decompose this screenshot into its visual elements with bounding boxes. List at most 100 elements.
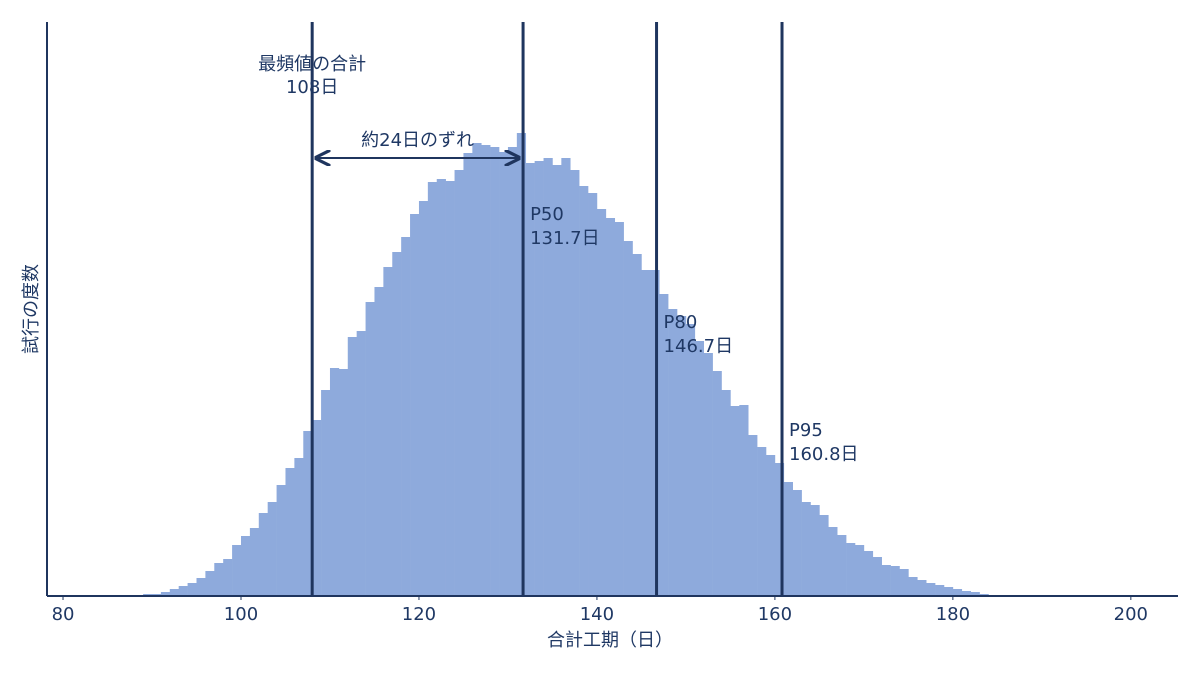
bar: [783, 482, 793, 596]
bar: [481, 145, 491, 596]
bar: [757, 447, 767, 596]
bar: [418, 201, 429, 596]
bar: [890, 566, 900, 596]
bar: [846, 543, 856, 596]
bar: [392, 252, 402, 596]
bar: [427, 182, 438, 596]
bar: [819, 515, 829, 596]
bar: [285, 468, 295, 596]
bar: [908, 577, 918, 596]
marker-label: 131.7日: [530, 228, 600, 249]
bar: [294, 458, 304, 596]
bar: [534, 161, 544, 596]
bar: [507, 147, 518, 596]
bar: [668, 309, 678, 596]
x-tick-label: 80: [52, 604, 75, 625]
bar: [187, 583, 197, 596]
bar: [774, 463, 785, 596]
bar: [810, 505, 820, 596]
bar: [739, 405, 749, 596]
bar: [935, 585, 945, 596]
bar: [961, 591, 971, 596]
bar: [338, 369, 349, 596]
bar: [312, 420, 322, 596]
bar: [232, 545, 242, 596]
bar: [436, 179, 446, 596]
bar: [872, 557, 882, 596]
bar: [730, 406, 740, 596]
bar: [356, 331, 366, 596]
bar: [543, 158, 553, 596]
bar: [588, 193, 598, 596]
bar: [472, 143, 482, 596]
x-tick-label: 160: [758, 604, 792, 625]
bar: [160, 592, 171, 596]
bar: [267, 502, 277, 596]
bar: [178, 586, 188, 596]
bar: [837, 535, 847, 596]
bar: [881, 565, 891, 596]
bar: [605, 218, 616, 596]
bar: [685, 324, 696, 596]
x-tick-label: 140: [580, 604, 614, 625]
bar: [445, 181, 455, 596]
bar: [223, 559, 233, 596]
bar: [721, 390, 731, 596]
bar: [677, 316, 687, 596]
bar: [765, 455, 776, 596]
bar: [926, 583, 936, 596]
x-axis-label: 合計工期（日）: [547, 630, 673, 651]
marker-label: 146.7日: [664, 336, 734, 357]
x-tick-label: 100: [224, 604, 258, 625]
bar: [801, 502, 811, 596]
x-tick-label: 180: [936, 604, 970, 625]
bar: [570, 170, 580, 596]
bar: [374, 287, 384, 596]
bar: [454, 170, 464, 596]
bar: [561, 158, 571, 596]
bar: [525, 163, 535, 596]
bar: [792, 490, 802, 596]
bar: [258, 513, 268, 596]
bar: [748, 435, 758, 596]
x-tick-label: 120: [402, 604, 436, 625]
bar: [365, 302, 375, 596]
bar: [596, 209, 607, 596]
bar: [205, 571, 215, 596]
bar: [169, 589, 179, 596]
bar: [516, 133, 527, 596]
marker-label: 108日: [286, 77, 338, 98]
marker-label: P80: [664, 312, 698, 333]
bar: [650, 270, 660, 596]
bar: [632, 254, 642, 596]
bar: [401, 237, 411, 596]
bar: [579, 186, 589, 596]
bar: [276, 485, 286, 596]
bar: [970, 592, 980, 596]
bar: [863, 551, 874, 596]
bar: [623, 241, 633, 596]
bar: [347, 337, 357, 596]
bar: [196, 578, 206, 596]
bar: [552, 165, 562, 596]
marker-label: 最頻値の合計: [258, 54, 366, 75]
bar: [214, 563, 224, 596]
bar: [854, 545, 865, 596]
bar: [952, 589, 963, 596]
bar: [410, 214, 420, 596]
x-tick-label: 200: [1114, 604, 1148, 625]
marker-label: P50: [530, 204, 564, 225]
bar: [463, 153, 473, 596]
marker-label: P95: [789, 420, 823, 441]
bar: [329, 368, 340, 596]
bar: [499, 152, 509, 596]
bar: [614, 222, 624, 596]
bar: [828, 527, 838, 596]
y-axis-label: 試行の度数: [21, 264, 42, 354]
bar: [712, 371, 722, 596]
bar: [694, 341, 705, 596]
marker-label: 160.8日: [789, 444, 859, 465]
bar: [641, 270, 651, 596]
bar: [917, 580, 927, 596]
